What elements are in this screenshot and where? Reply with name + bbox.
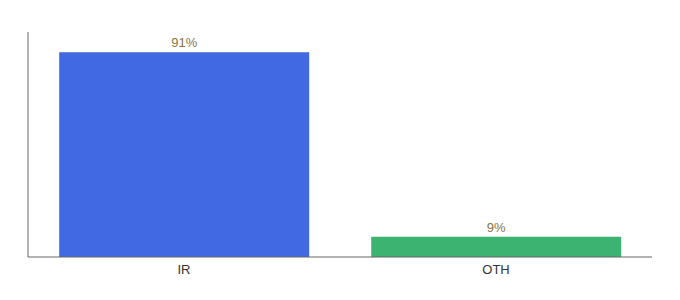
svg-text:IR: IR xyxy=(178,262,191,277)
svg-text:9%: 9% xyxy=(487,220,506,235)
svg-text:OTH: OTH xyxy=(482,262,509,277)
svg-text:91%: 91% xyxy=(171,35,197,50)
